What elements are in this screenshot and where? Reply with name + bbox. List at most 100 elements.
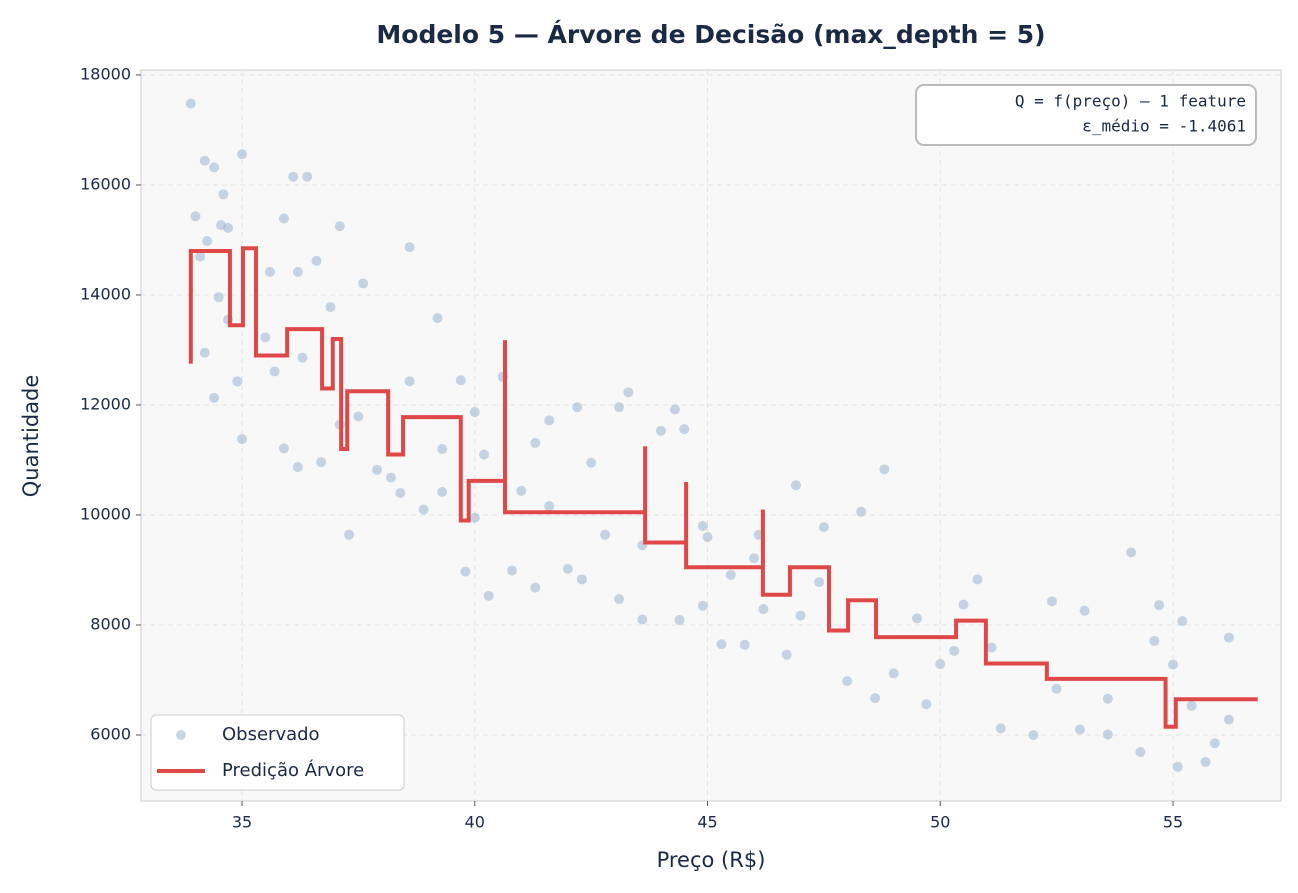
data-point <box>1209 738 1220 749</box>
data-point <box>237 149 248 160</box>
data-point <box>288 171 299 182</box>
data-point <box>1028 729 1039 740</box>
x-tick-label: 50 <box>930 813 950 832</box>
data-point <box>237 434 248 445</box>
data-point <box>1168 659 1179 670</box>
y-tick-label: 18000 <box>80 64 131 83</box>
data-point <box>260 332 271 343</box>
data-point <box>1172 761 1183 772</box>
y-tick-label: 10000 <box>80 504 131 523</box>
data-point <box>856 506 867 517</box>
data-point <box>614 594 625 605</box>
data-point <box>264 266 275 277</box>
data-point <box>353 411 364 422</box>
data-point <box>516 485 527 496</box>
chart-title: Modelo 5 — Árvore de Decisão (max_depth … <box>376 20 1045 49</box>
data-point <box>1223 632 1234 643</box>
data-point <box>586 457 597 468</box>
data-point <box>278 213 289 224</box>
data-point <box>1074 724 1085 735</box>
data-point <box>372 464 383 475</box>
data-point <box>1046 596 1057 607</box>
data-point <box>316 457 327 468</box>
data-point <box>576 574 587 585</box>
data-point <box>888 668 899 679</box>
data-point <box>455 375 466 386</box>
data-point <box>483 590 494 601</box>
data-point <box>562 563 573 574</box>
data-point <box>1149 635 1160 646</box>
data-point <box>507 565 518 576</box>
data-point <box>1186 700 1197 711</box>
data-point <box>223 222 234 233</box>
data-point <box>269 366 280 377</box>
data-point <box>334 221 345 232</box>
legend-label: Observado <box>222 724 320 745</box>
data-point <box>1102 729 1113 740</box>
data-point <box>395 487 406 498</box>
data-point <box>202 236 213 247</box>
data-point <box>218 189 229 200</box>
data-point <box>739 639 750 650</box>
y-tick-label: 12000 <box>80 394 131 413</box>
data-point <box>358 278 369 289</box>
data-point <box>530 582 541 593</box>
annotation: ε_médio = -1.4061 <box>1082 117 1246 136</box>
data-point <box>479 449 490 460</box>
data-point <box>972 574 983 585</box>
data-point <box>302 171 313 182</box>
data-point <box>958 599 969 610</box>
data-point <box>544 501 555 512</box>
data-point <box>190 211 201 222</box>
y-tick-label: 8000 <box>90 614 131 633</box>
data-point <box>749 553 760 564</box>
data-point <box>460 566 471 577</box>
legend-box <box>150 714 405 791</box>
data-point <box>344 529 355 540</box>
data-point <box>911 613 922 624</box>
plot-area <box>140 69 1282 802</box>
y-tick-label: 14000 <box>80 284 131 303</box>
data-point <box>572 402 583 413</box>
data-point <box>469 407 480 418</box>
data-point <box>1126 547 1137 558</box>
data-point <box>325 302 336 313</box>
data-point <box>790 480 801 491</box>
data-point <box>949 645 960 656</box>
data-point <box>418 504 429 515</box>
data-point <box>702 531 713 542</box>
data-point <box>185 98 196 109</box>
data-point <box>469 512 480 523</box>
data-point <box>1135 747 1146 758</box>
data-point <box>655 425 666 436</box>
data-point <box>437 486 448 497</box>
data-point <box>544 415 555 426</box>
data-point <box>795 610 806 621</box>
data-point <box>758 604 769 615</box>
data-point <box>1079 605 1090 616</box>
data-point <box>209 162 220 173</box>
data-point <box>697 520 708 531</box>
data-point <box>404 376 415 387</box>
data-point <box>637 614 648 625</box>
data-point <box>870 693 881 704</box>
step-line <box>188 246 1258 729</box>
data-point <box>781 649 792 660</box>
data-point <box>1177 616 1188 627</box>
data-point <box>1223 714 1234 725</box>
data-point <box>437 443 448 454</box>
legend-label: Predição Árvore <box>222 759 364 781</box>
data-point <box>725 569 736 580</box>
data-point <box>199 347 210 358</box>
data-point <box>679 424 690 435</box>
data-point <box>195 251 206 262</box>
x-tick-label: 35 <box>232 813 252 832</box>
data-point <box>986 642 997 653</box>
data-point <box>213 292 224 303</box>
data-point <box>1051 683 1062 694</box>
data-point <box>995 723 1006 734</box>
data-point <box>1102 693 1113 704</box>
data-point <box>669 404 680 415</box>
data-point <box>311 255 322 266</box>
